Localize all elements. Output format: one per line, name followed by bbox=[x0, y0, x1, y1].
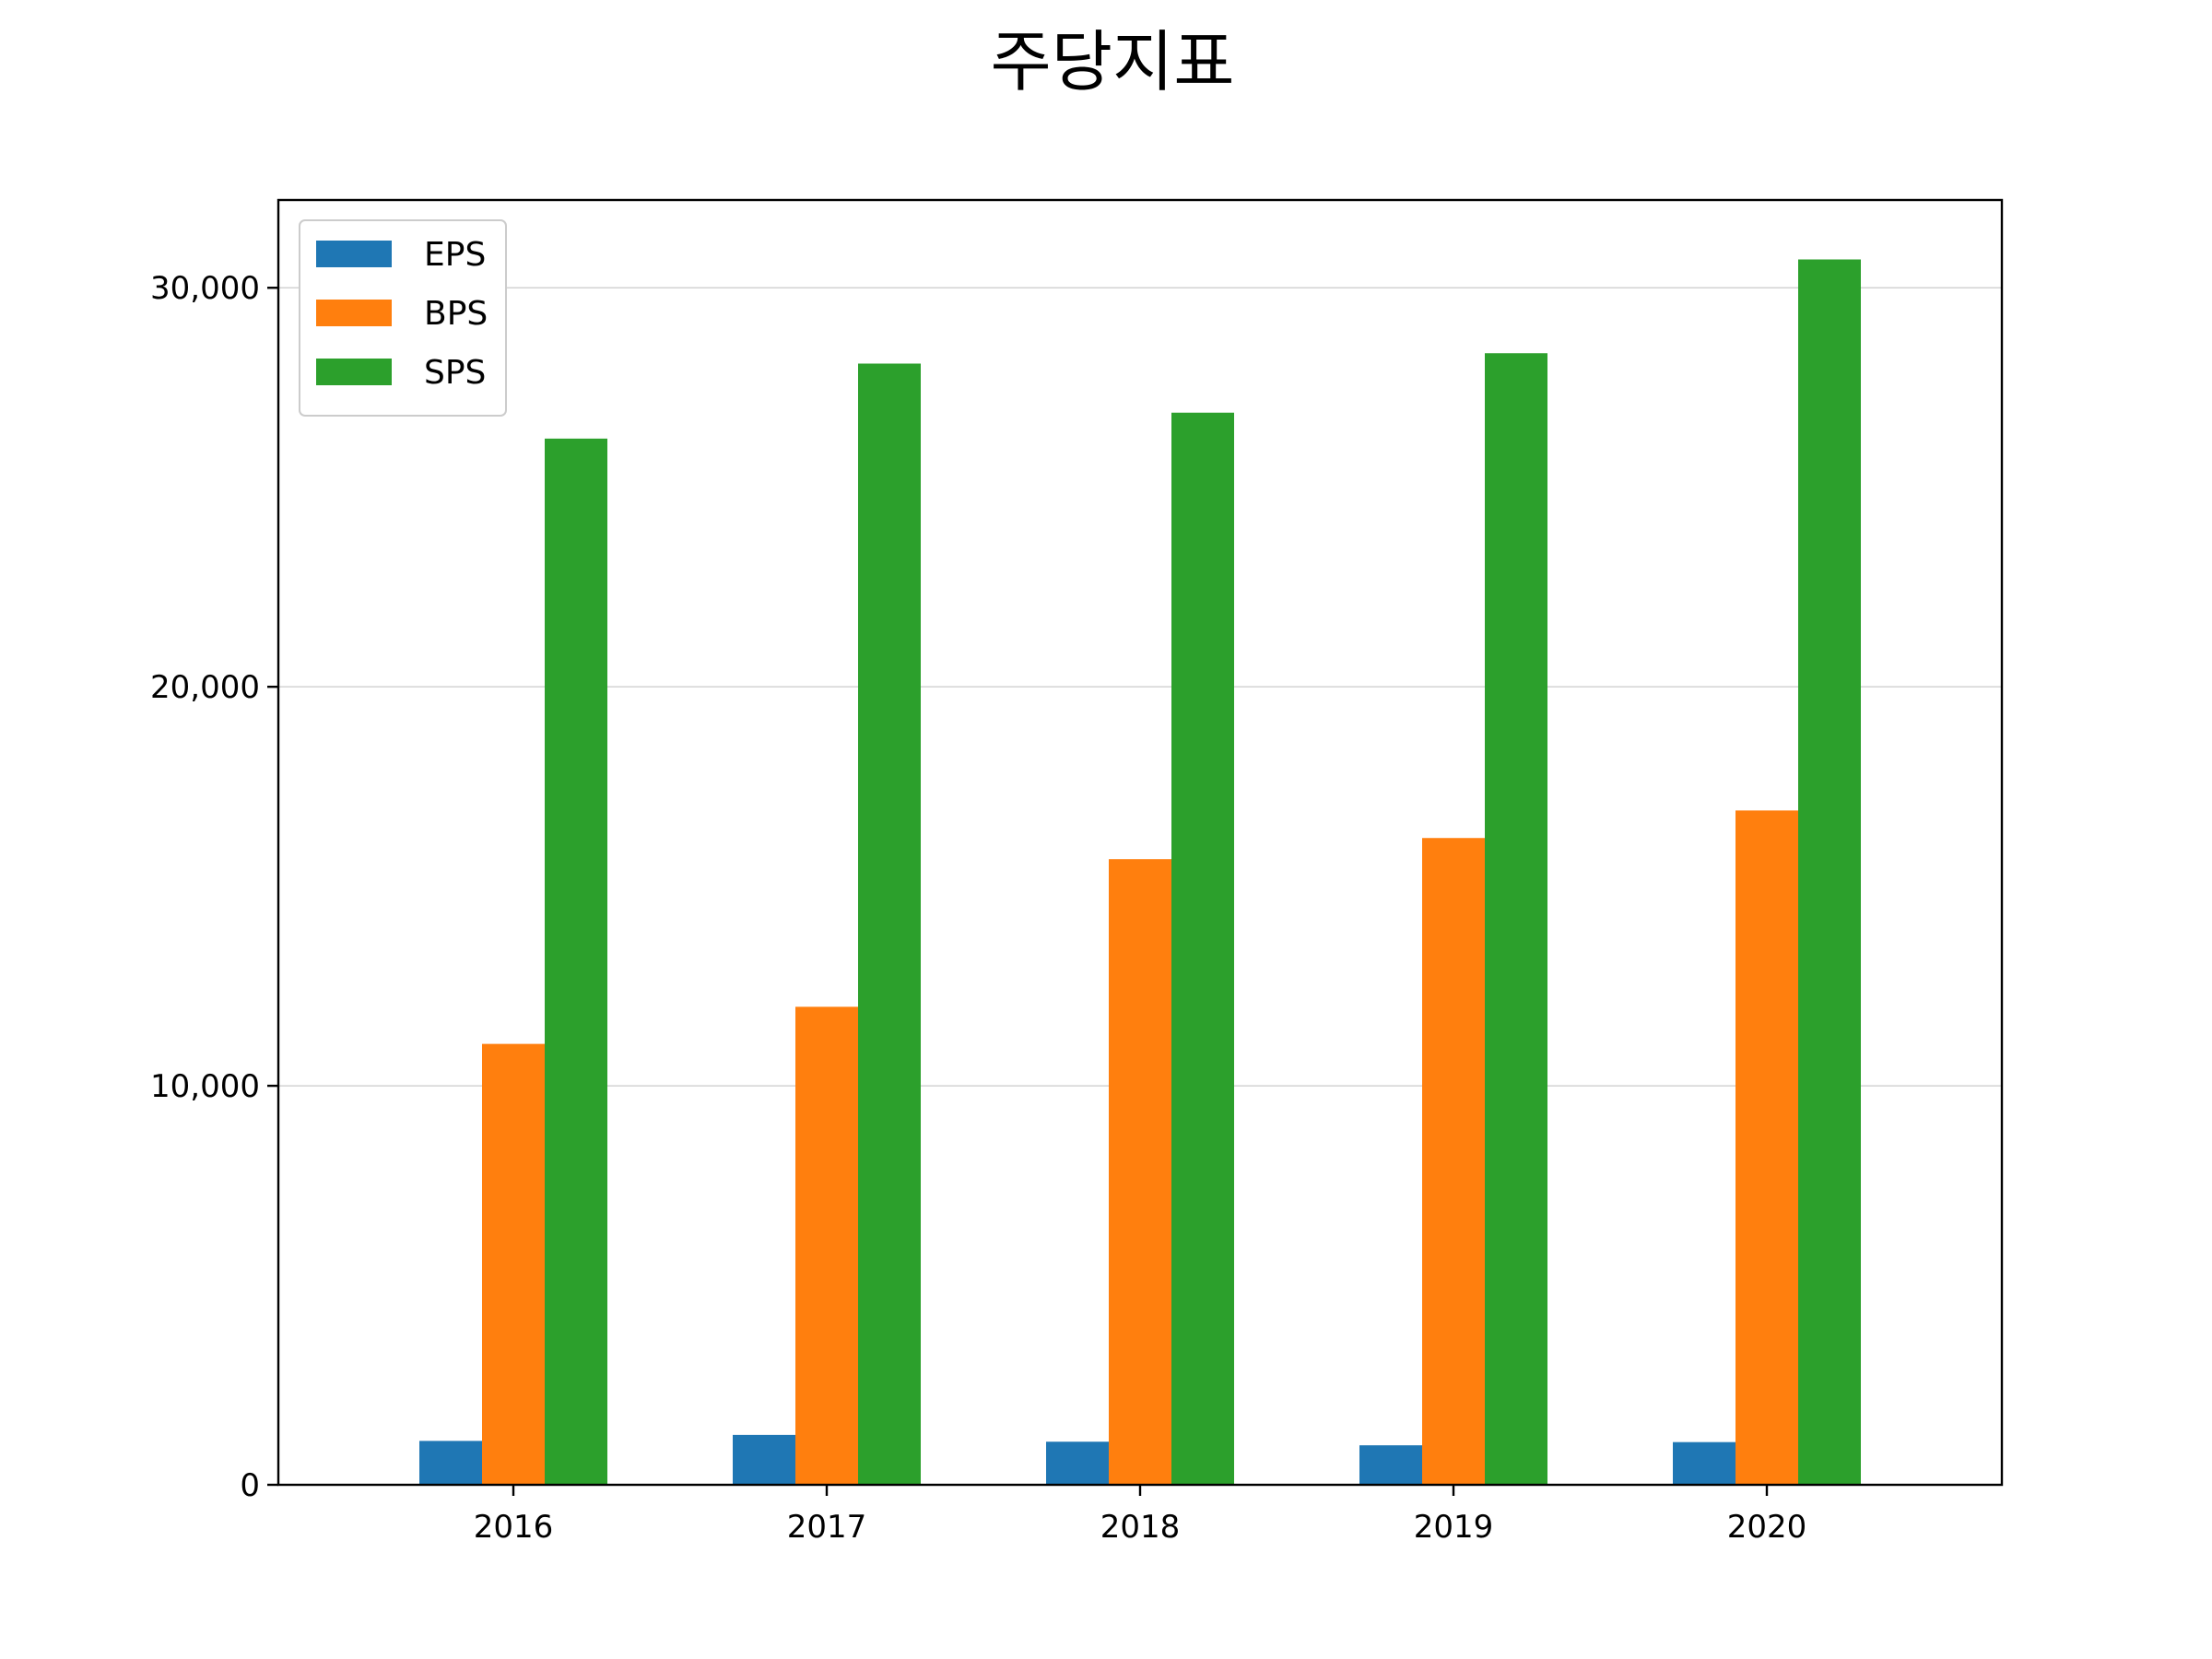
bar-bps-2017 bbox=[795, 1006, 858, 1485]
legend-label-bps: BPS bbox=[424, 295, 488, 333]
bar-bps-2019 bbox=[1422, 838, 1485, 1485]
chart-title: 주당지표 bbox=[991, 23, 1235, 100]
bar-sps-2018 bbox=[1171, 412, 1234, 1485]
bar-eps-2018 bbox=[1046, 1441, 1109, 1485]
y-tick-label: 20,000 bbox=[150, 669, 260, 706]
x-tick-label: 2016 bbox=[474, 1509, 554, 1546]
bar-sps-2019 bbox=[1485, 353, 1547, 1486]
bars bbox=[419, 259, 1861, 1486]
x-tick-label: 2018 bbox=[1100, 1509, 1181, 1546]
x-tick-label: 2020 bbox=[1727, 1509, 1807, 1546]
bar-eps-2017 bbox=[733, 1434, 795, 1485]
legend: EPS BPS SPS bbox=[299, 219, 507, 417]
legend-swatch-eps bbox=[316, 241, 392, 267]
x-tick-label: 2019 bbox=[1414, 1509, 1494, 1546]
bar-bps-2018 bbox=[1109, 859, 1171, 1485]
bar-sps-2020 bbox=[1798, 259, 1861, 1485]
legend-label-eps: EPS bbox=[424, 236, 486, 274]
bar-eps-2020 bbox=[1673, 1441, 1735, 1485]
legend-swatch-sps bbox=[316, 359, 392, 385]
bar-eps-2016 bbox=[419, 1441, 482, 1485]
y-tick-label: 10,000 bbox=[150, 1068, 260, 1105]
bar-sps-2016 bbox=[545, 438, 607, 1485]
x-tick-label: 2017 bbox=[787, 1509, 867, 1546]
bar-sps-2017 bbox=[858, 363, 921, 1486]
bar-bps-2020 bbox=[1735, 810, 1798, 1485]
bar-bps-2016 bbox=[482, 1043, 545, 1485]
legend-swatch-bps bbox=[316, 300, 392, 326]
bar-eps-2019 bbox=[1359, 1445, 1422, 1485]
y-tick-label: 0 bbox=[240, 1467, 260, 1504]
y-tick-label: 30,000 bbox=[150, 270, 260, 307]
x-axis: 2016 2017 2018 2019 2020 bbox=[474, 1485, 1807, 1546]
legend-label-sps: SPS bbox=[424, 354, 486, 392]
y-axis: 0 10,000 20,000 30,000 bbox=[150, 270, 278, 1504]
